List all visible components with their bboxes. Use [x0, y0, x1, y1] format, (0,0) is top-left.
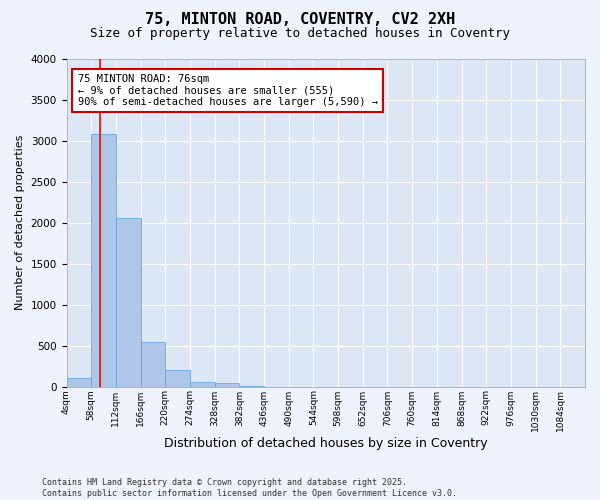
- Text: Contains HM Land Registry data © Crown copyright and database right 2025.
Contai: Contains HM Land Registry data © Crown c…: [42, 478, 457, 498]
- Bar: [215, 384, 239, 386]
- Bar: [140, 342, 165, 386]
- Bar: [91, 134, 116, 386]
- Bar: [165, 370, 190, 386]
- X-axis label: Distribution of detached houses by size in Coventry: Distribution of detached houses by size …: [164, 437, 488, 450]
- Bar: [190, 382, 215, 386]
- Bar: [116, 218, 140, 386]
- Text: 75 MINTON ROAD: 76sqm
← 9% of detached houses are smaller (555)
90% of semi-deta: 75 MINTON ROAD: 76sqm ← 9% of detached h…: [77, 74, 377, 107]
- Bar: [67, 378, 91, 386]
- Text: Size of property relative to detached houses in Coventry: Size of property relative to detached ho…: [90, 28, 510, 40]
- Text: 75, MINTON ROAD, COVENTRY, CV2 2XH: 75, MINTON ROAD, COVENTRY, CV2 2XH: [145, 12, 455, 28]
- Y-axis label: Number of detached properties: Number of detached properties: [15, 135, 25, 310]
